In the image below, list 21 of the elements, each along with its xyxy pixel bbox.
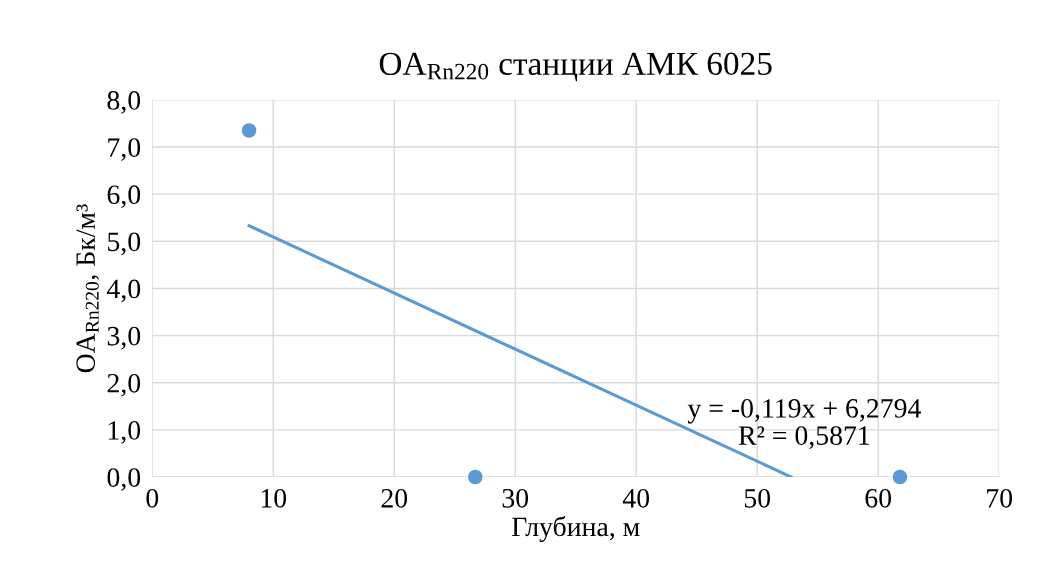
x-tick-label: 60 bbox=[865, 488, 892, 508]
x-tick-label: 50 bbox=[744, 488, 771, 508]
chart-title: OA$_{Rn220}$ станции АМК 6025 bbox=[379, 52, 772, 82]
y-tick-label: 7,0 bbox=[108, 138, 141, 161]
x-tick-label: 20 bbox=[381, 488, 408, 508]
x-tick-label: 70 bbox=[987, 488, 1013, 508]
x-tick-label: 0 bbox=[146, 488, 159, 508]
x-tick-label: 40 bbox=[622, 488, 650, 508]
annotation: y = -0,119x + 6,2794 R² = 0,5871 bbox=[687, 399, 921, 449]
y-tick-label: 2,0 bbox=[107, 373, 141, 397]
x-tick-label: 10 bbox=[261, 488, 287, 508]
y-tick-label: 4,0 bbox=[106, 279, 141, 303]
x-axis-title: Глубина, м bbox=[512, 516, 640, 542]
y-tick-label: 1,0 bbox=[108, 421, 141, 444]
y-axis-title: OA$_{Rn220}$, Бк/м³ bbox=[76, 204, 100, 373]
y-tick-label: 6,0 bbox=[107, 185, 141, 209]
y-tick-label: 0,0 bbox=[107, 468, 141, 491]
y-tick-label: 5,0 bbox=[108, 232, 141, 256]
y-tick-label: 8,0 bbox=[107, 91, 141, 114]
x-tick-label: 30 bbox=[502, 488, 529, 508]
y-tick-label: 3,0 bbox=[107, 326, 141, 350]
